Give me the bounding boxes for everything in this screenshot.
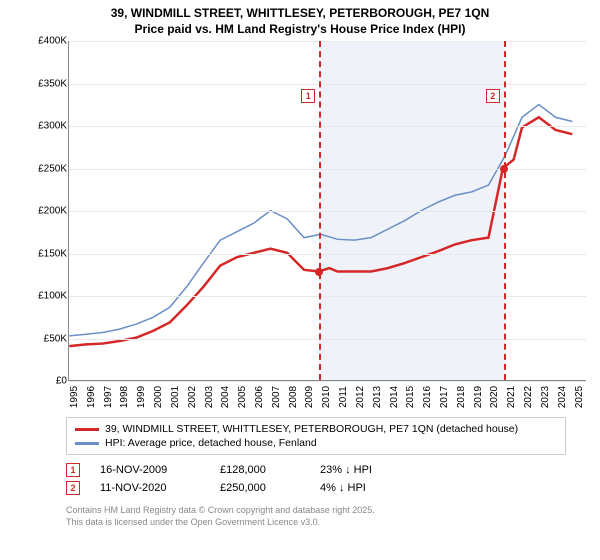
y-axis-label: £200K (27, 206, 67, 217)
x-axis-label: 2015 (405, 386, 416, 408)
sale-marker-box: 1 (301, 89, 315, 103)
x-axis-label: 2004 (220, 386, 231, 408)
y-axis-label: £100K (27, 291, 67, 302)
plot-region: £0£50K£100K£150K£200K£250K£300K£350K£400… (68, 41, 586, 381)
x-axis-label: 2024 (557, 386, 568, 408)
sale-date: 11-NOV-2020 (100, 482, 200, 494)
gridline (69, 339, 586, 340)
sales-table: 1 16-NOV-2009 £128,000 23% ↓ HPI 2 11-NOV-202… (66, 461, 590, 497)
x-axis-label: 2009 (304, 386, 315, 408)
gridline (69, 84, 586, 85)
x-axis-label: 2019 (473, 386, 484, 408)
y-axis-label: £250K (27, 163, 67, 174)
x-axis-label: 2001 (170, 386, 181, 408)
sale-diff: 23% ↓ HPI (320, 464, 420, 476)
x-axis-label: 2008 (288, 386, 299, 408)
x-axis-label: 2000 (153, 386, 164, 408)
chart-title: 39, WINDMILL STREET, WHITTLESEY, PETERBO… (10, 6, 590, 37)
chart-area: £0£50K£100K£150K£200K£250K£300K£350K£400… (26, 41, 586, 411)
y-axis-label: £300K (27, 121, 67, 132)
sale-marker-dot (315, 268, 323, 276)
sale-price: £128,000 (220, 464, 300, 476)
x-axis-label: 2007 (271, 386, 282, 408)
x-axis-label: 1997 (103, 386, 114, 408)
y-axis-label: £400K (27, 36, 67, 47)
sale-row-marker: 1 (66, 463, 80, 477)
sale-row: 1 16-NOV-2009 £128,000 23% ↓ HPI (66, 461, 590, 479)
sale-marker-box: 2 (486, 89, 500, 103)
legend-item-property: 39, WINDMILL STREET, WHITTLESEY, PETERBO… (75, 422, 557, 436)
title-line2: Price paid vs. HM Land Registry's House … (10, 22, 590, 38)
y-axis-label: £350K (27, 78, 67, 89)
sale-row: 2 11-NOV-2020 £250,000 4% ↓ HPI (66, 479, 590, 497)
footer-line1: Contains HM Land Registry data © Crown c… (66, 505, 590, 517)
x-axis-label: 1999 (136, 386, 147, 408)
x-axis-label: 2005 (237, 386, 248, 408)
y-axis-label: £0 (27, 376, 67, 387)
sale-marker-line (319, 41, 321, 380)
legend-label: HPI: Average price, detached house, Fenl… (105, 437, 317, 449)
x-axis-label: 2023 (540, 386, 551, 408)
sale-diff: 4% ↓ HPI (320, 482, 420, 494)
x-axis-label: 1996 (86, 386, 97, 408)
legend-swatch (75, 428, 99, 431)
legend-label: 39, WINDMILL STREET, WHITTLESEY, PETERBO… (105, 423, 518, 435)
sale-date: 16-NOV-2009 (100, 464, 200, 476)
gridline (69, 41, 586, 42)
gridline (69, 254, 586, 255)
sale-marker-dot (500, 165, 508, 173)
x-axis-label: 2011 (338, 386, 349, 408)
x-axis-label: 2021 (506, 386, 517, 408)
legend-item-hpi: HPI: Average price, detached house, Fenl… (75, 436, 557, 450)
sale-row-marker: 2 (66, 481, 80, 495)
title-line1: 39, WINDMILL STREET, WHITTLESEY, PETERBO… (10, 6, 590, 22)
legend: 39, WINDMILL STREET, WHITTLESEY, PETERBO… (66, 417, 566, 455)
footer: Contains HM Land Registry data © Crown c… (66, 505, 590, 528)
x-axis-label: 2006 (254, 386, 265, 408)
x-axis-label: 2012 (355, 386, 366, 408)
x-axis-label: 1995 (69, 386, 80, 408)
footer-line2: This data is licensed under the Open Gov… (66, 517, 590, 529)
x-axis-label: 2013 (372, 386, 383, 408)
x-axis-label: 2003 (204, 386, 215, 408)
x-axis-label: 2017 (439, 386, 450, 408)
gridline (69, 211, 586, 212)
x-axis-label: 2020 (489, 386, 500, 408)
x-axis-label: 2025 (574, 386, 585, 408)
x-axis-label: 1998 (119, 386, 130, 408)
legend-swatch (75, 442, 99, 445)
x-axis-label: 2022 (523, 386, 534, 408)
gridline (69, 169, 586, 170)
sale-price: £250,000 (220, 482, 300, 494)
x-axis-label: 2014 (389, 386, 400, 408)
y-axis-label: £50K (27, 333, 67, 344)
x-axis-label: 2018 (456, 386, 467, 408)
gridline (69, 296, 586, 297)
x-axis-label: 2002 (187, 386, 198, 408)
x-axis-label: 2016 (422, 386, 433, 408)
sale-marker-line (504, 41, 506, 380)
x-axis-label: 2010 (321, 386, 332, 408)
y-axis-label: £150K (27, 248, 67, 259)
chart-container: 39, WINDMILL STREET, WHITTLESEY, PETERBO… (0, 0, 600, 560)
gridline (69, 381, 586, 382)
gridline (69, 126, 586, 127)
